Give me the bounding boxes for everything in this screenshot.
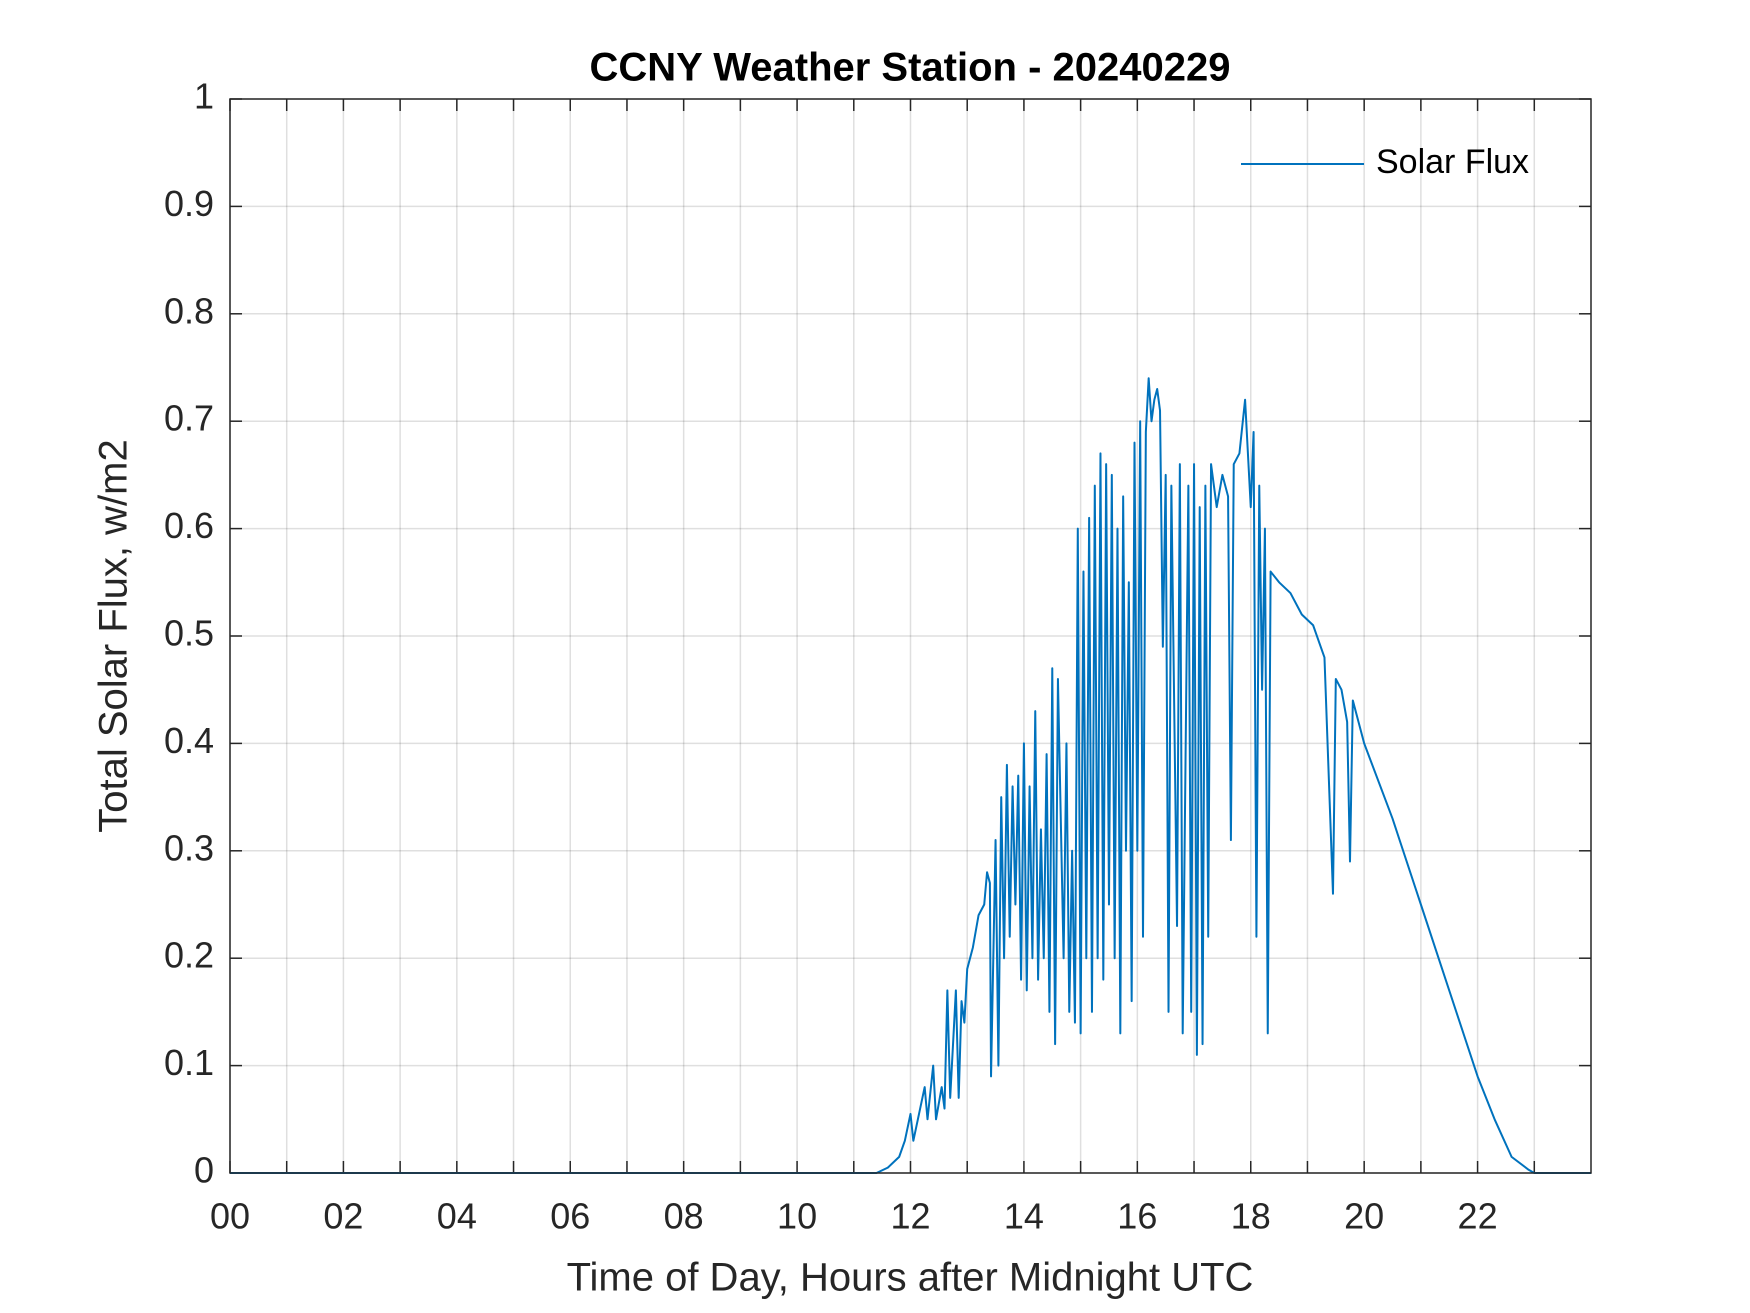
y-tick-label: 1: [194, 76, 214, 117]
axes-box: [229, 98, 1592, 1174]
y-tick-label: 0.8: [164, 290, 214, 331]
x-tick-label: 14: [1004, 1196, 1044, 1237]
y-tick-label: 0.4: [164, 720, 214, 761]
y-axis-label: Total Solar Flux, w/m2: [92, 439, 136, 832]
legend-label: Solar Flux: [1376, 143, 1529, 181]
y-tick-label: 0.7: [164, 398, 214, 439]
y-tick-label: 0.9: [164, 183, 214, 224]
x-tick-label: 08: [664, 1196, 704, 1237]
y-tick-label: 0.1: [164, 1042, 214, 1083]
x-tick-label: 12: [890, 1196, 930, 1237]
y-tick-label: 0.6: [164, 505, 214, 546]
x-tick-label: 20: [1344, 1196, 1384, 1237]
x-axis-label: Time of Day, Hours after Midnight UTC: [567, 1256, 1254, 1300]
y-tick-label: 0.5: [164, 613, 214, 654]
y-tick-label: 0: [194, 1150, 214, 1191]
x-tick-label: 02: [323, 1196, 363, 1237]
y-tick-label: 0.2: [164, 935, 214, 976]
x-tick-label: 04: [437, 1196, 477, 1237]
x-tick-label: 16: [1117, 1196, 1157, 1237]
x-tick-label: 22: [1458, 1196, 1498, 1237]
x-tick-label: 00: [210, 1196, 250, 1237]
y-tick-label: 0.3: [164, 827, 214, 868]
data-line: [230, 377, 1591, 1174]
x-tick-label: 10: [777, 1196, 817, 1237]
chart-title: CCNY Weather Station - 20240229: [590, 46, 1231, 90]
x-tick-label: 06: [550, 1196, 590, 1237]
x-tick-label: 18: [1231, 1196, 1271, 1237]
